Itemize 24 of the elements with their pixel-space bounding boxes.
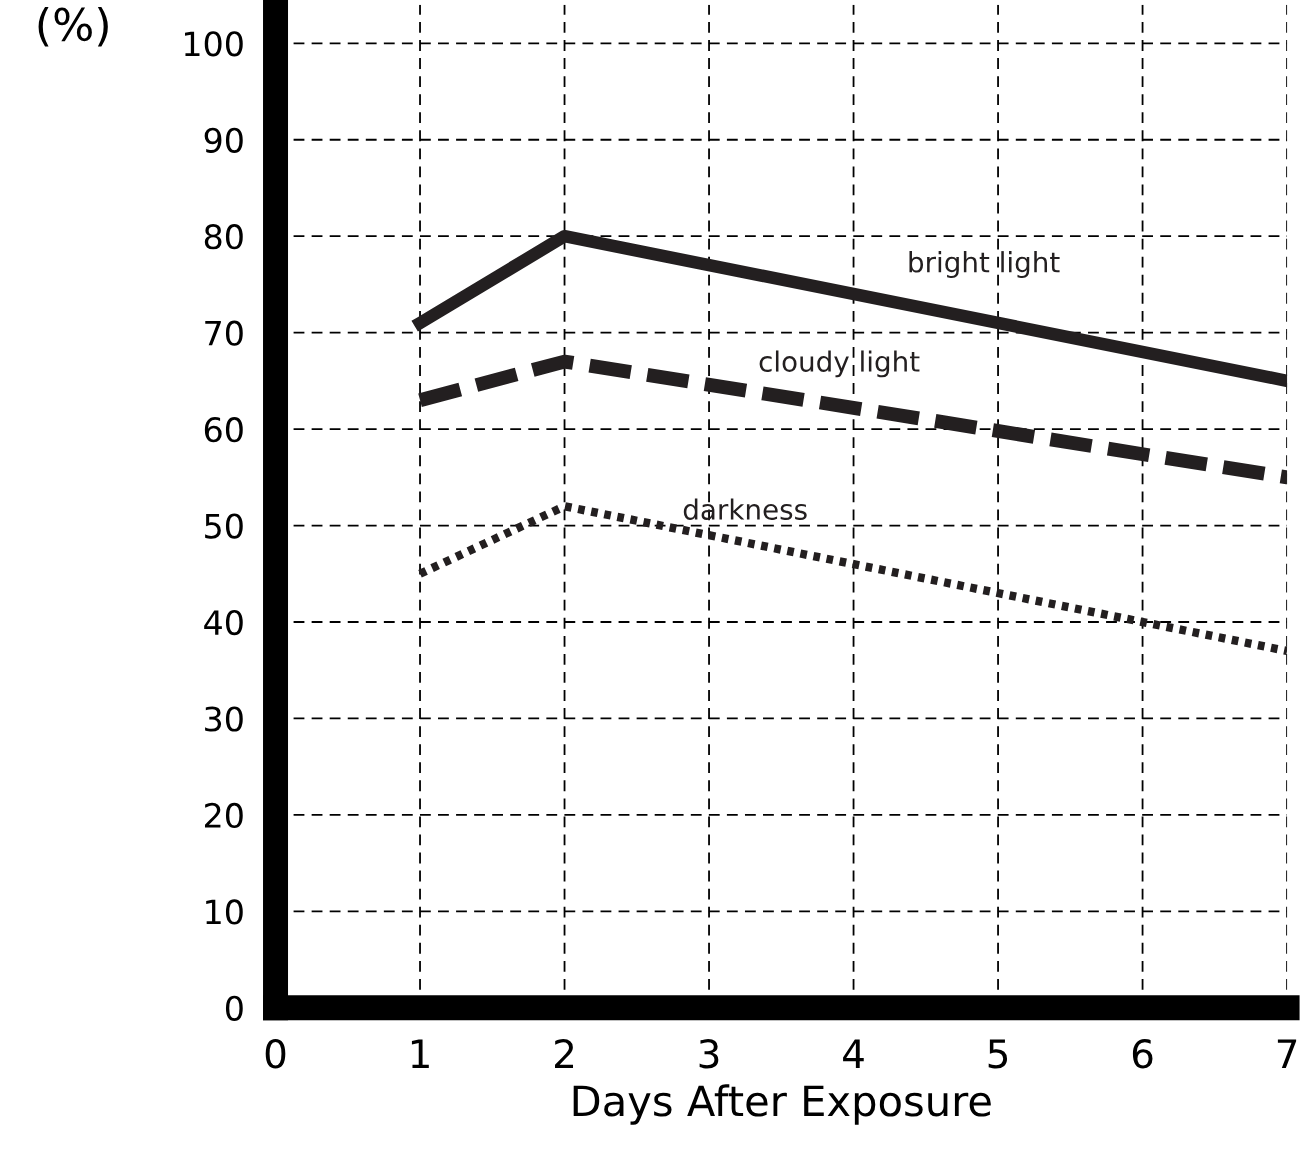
x-tick-label: 0 [265, 1039, 286, 1069]
y-tick-label: 70 [205, 320, 243, 346]
x-tick-label: 4 [843, 1039, 864, 1068]
x-tick-label: 6 [1132, 1039, 1153, 1069]
x-tick-label: 7 [1277, 1039, 1297, 1068]
series-label: bright light [909, 251, 1060, 278]
series-label: cloudy light [759, 350, 920, 378]
x-axis-title: Days After Exposure [573, 1084, 991, 1125]
y-tick-label: 50 [205, 513, 243, 539]
y-tick-label: 90 [204, 127, 243, 153]
x-tick-label: 2 [555, 1039, 574, 1068]
y-tick-label: 10 [206, 899, 243, 925]
x-tick-label: 5 [988, 1039, 1008, 1069]
y-tick-label: 20 [204, 802, 243, 829]
y-axis-title: (%) [38, 6, 108, 47]
y-tick-label: 100 [185, 31, 243, 57]
x-tick-label: 3 [699, 1039, 719, 1069]
x-tick-label: 1 [411, 1039, 429, 1068]
series-label: darkness [683, 498, 807, 520]
y-tick-label: 60 [204, 417, 243, 443]
y-tick-label: 80 [204, 224, 243, 250]
y-tick-label: 30 [205, 706, 243, 732]
y-tick-label: 0 [225, 995, 243, 1021]
y-tick-label: 40 [204, 609, 243, 636]
